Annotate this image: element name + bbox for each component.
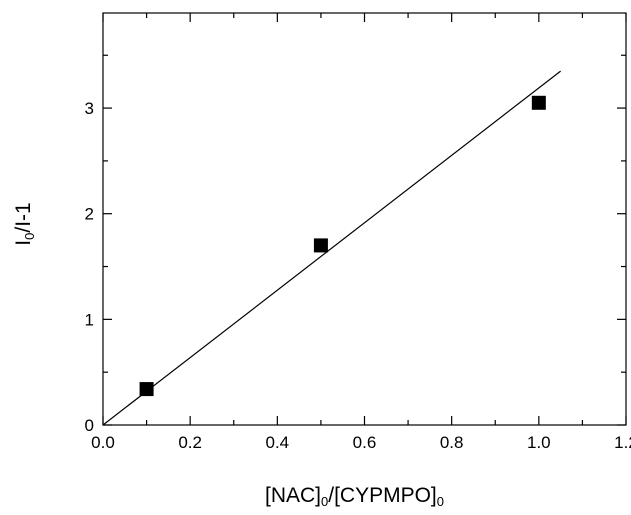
label-text: [NAC] (265, 484, 321, 507)
data-points (139, 95, 546, 397)
subscript: 0 (22, 233, 37, 240)
data-point (139, 382, 154, 397)
fit-line-group (102, 70, 561, 426)
x-axis-title: [NAC]0/[CYPMPO]0 (265, 484, 444, 509)
x-tick-label: 1.0 (527, 433, 551, 452)
x-tick-label: 0.4 (266, 433, 290, 452)
x-tick-label: 1.2 (614, 433, 631, 452)
y-axis-ticks: 0 1 2 3 (85, 54, 626, 435)
subscript: 0 (437, 494, 444, 509)
x-tick-label: 0.6 (353, 433, 377, 452)
x-tick-label: 0.0 (91, 433, 115, 452)
x-tick-label: 0.8 (440, 433, 464, 452)
fit-line (102, 70, 561, 426)
x-axis-ticks: 0.0 0.2 0.4 0.6 0.8 1.0 1.2 (91, 13, 631, 452)
data-point (531, 95, 546, 110)
y-tick-label: 1 (85, 310, 94, 329)
data-point (313, 238, 328, 253)
x-tick-label: 0.2 (178, 433, 202, 452)
y-tick-label: 2 (85, 205, 94, 224)
label-text: /I-1 (12, 202, 35, 232)
axes-frame (102, 12, 627, 426)
y-tick-label: 3 (85, 99, 94, 118)
y-axis-title: I0/I-1 (12, 202, 37, 245)
y-tick-label: 0 (85, 416, 94, 435)
label-text: /[CYPMPO] (328, 484, 437, 507)
plot-border (102, 12, 627, 426)
subscript: 0 (321, 494, 328, 509)
label-text: I (12, 240, 35, 246)
